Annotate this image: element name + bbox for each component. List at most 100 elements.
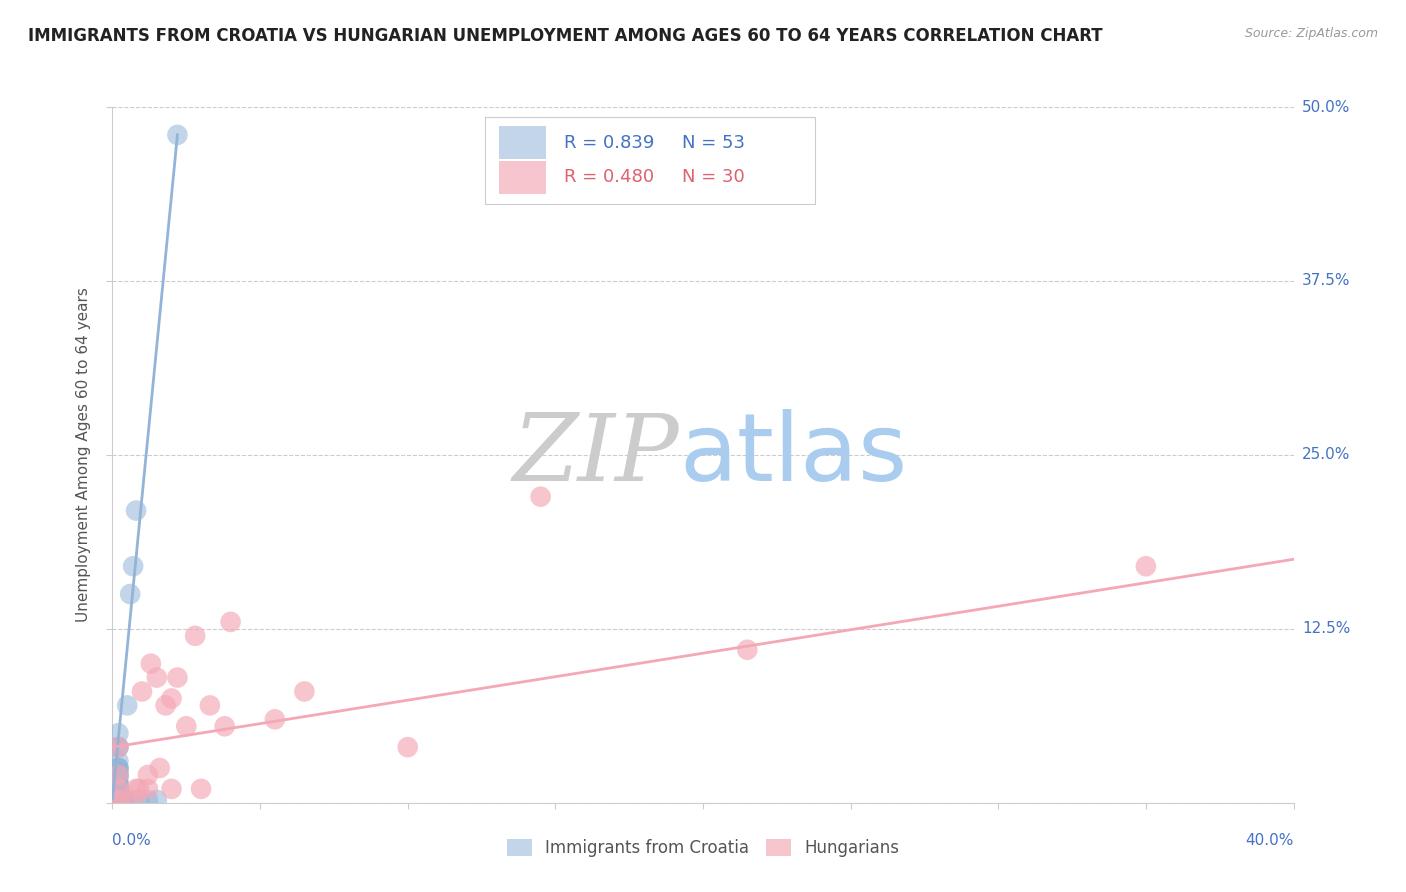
Text: R = 0.839: R = 0.839 [564,134,654,152]
Text: N = 30: N = 30 [682,169,745,186]
Point [125,781,148,796]
Point [107,786,129,800]
Point [107,740,129,755]
Point [110,793,132,807]
Point [107,781,129,796]
Point [128,793,150,807]
Point [107,768,129,782]
Point [737,642,759,657]
Point [107,793,129,807]
Point [107,754,129,768]
Point [107,791,129,805]
Point [107,779,129,793]
Point [107,761,129,775]
Point [122,793,145,807]
Point [107,785,129,799]
Legend: Immigrants from Croatia, Hungarians: Immigrants from Croatia, Hungarians [501,832,905,864]
Point [107,775,129,789]
FancyBboxPatch shape [499,161,546,194]
Text: atlas: atlas [679,409,908,501]
Point [117,793,138,807]
Point [117,698,138,713]
Point [184,629,207,643]
Point [136,781,159,796]
Point [120,587,142,601]
Point [125,503,148,517]
Point [128,781,150,796]
Point [396,740,419,755]
Y-axis label: Unemployment Among Ages 60 to 64 years: Unemployment Among Ages 60 to 64 years [76,287,91,623]
Point [107,793,129,807]
Point [131,684,153,698]
Point [107,768,129,782]
Point [107,793,129,807]
Text: 50.0%: 50.0% [1302,100,1350,114]
Point [107,761,129,775]
Point [107,781,129,796]
Point [136,768,159,782]
Point [107,788,129,802]
Point [107,771,129,785]
Point [107,785,129,799]
Text: IMMIGRANTS FROM CROATIA VS HUNGARIAN UNEMPLOYMENT AMONG AGES 60 TO 64 YEARS CORR: IMMIGRANTS FROM CROATIA VS HUNGARIAN UNE… [28,27,1102,45]
Point [160,781,183,796]
Point [107,791,129,805]
Point [107,781,129,796]
Point [107,791,129,805]
FancyBboxPatch shape [485,118,815,204]
Point [160,691,183,706]
Point [107,790,129,805]
Text: R = 0.480: R = 0.480 [564,169,654,186]
Point [1135,559,1157,574]
Point [107,778,129,792]
Point [107,793,129,807]
Text: N = 53: N = 53 [682,134,745,152]
Point [107,793,129,807]
Point [107,768,129,782]
Point [292,684,315,698]
Point [112,793,135,807]
Text: ZIP: ZIP [513,410,679,500]
Text: 12.5%: 12.5% [1302,622,1350,636]
Point [264,712,287,726]
Point [174,719,197,733]
Point [110,793,132,807]
Point [146,671,169,685]
Point [166,128,188,142]
Point [107,740,129,755]
Text: 25.0%: 25.0% [1302,448,1350,462]
Point [139,657,162,671]
Point [107,726,129,740]
Text: 40.0%: 40.0% [1246,833,1294,848]
Point [107,790,129,805]
Text: Source: ZipAtlas.com: Source: ZipAtlas.com [1244,27,1378,40]
Point [146,793,169,807]
FancyBboxPatch shape [499,126,546,159]
Point [107,789,129,803]
Point [107,778,129,792]
Point [166,671,188,685]
Point [136,793,159,807]
Point [107,793,129,807]
Point [107,789,129,803]
Point [107,765,129,780]
Point [107,793,129,807]
Point [107,783,129,797]
Point [107,793,129,807]
Point [107,781,129,796]
Point [107,793,129,807]
Point [112,793,135,807]
Point [149,761,172,775]
Text: 37.5%: 37.5% [1302,274,1350,288]
Point [198,698,221,713]
Point [110,793,132,807]
Point [107,788,129,802]
Point [190,781,212,796]
Point [214,719,236,733]
Point [155,698,177,713]
Point [107,761,129,775]
Point [107,789,129,803]
Point [107,740,129,755]
Point [219,615,242,629]
Point [529,490,551,504]
